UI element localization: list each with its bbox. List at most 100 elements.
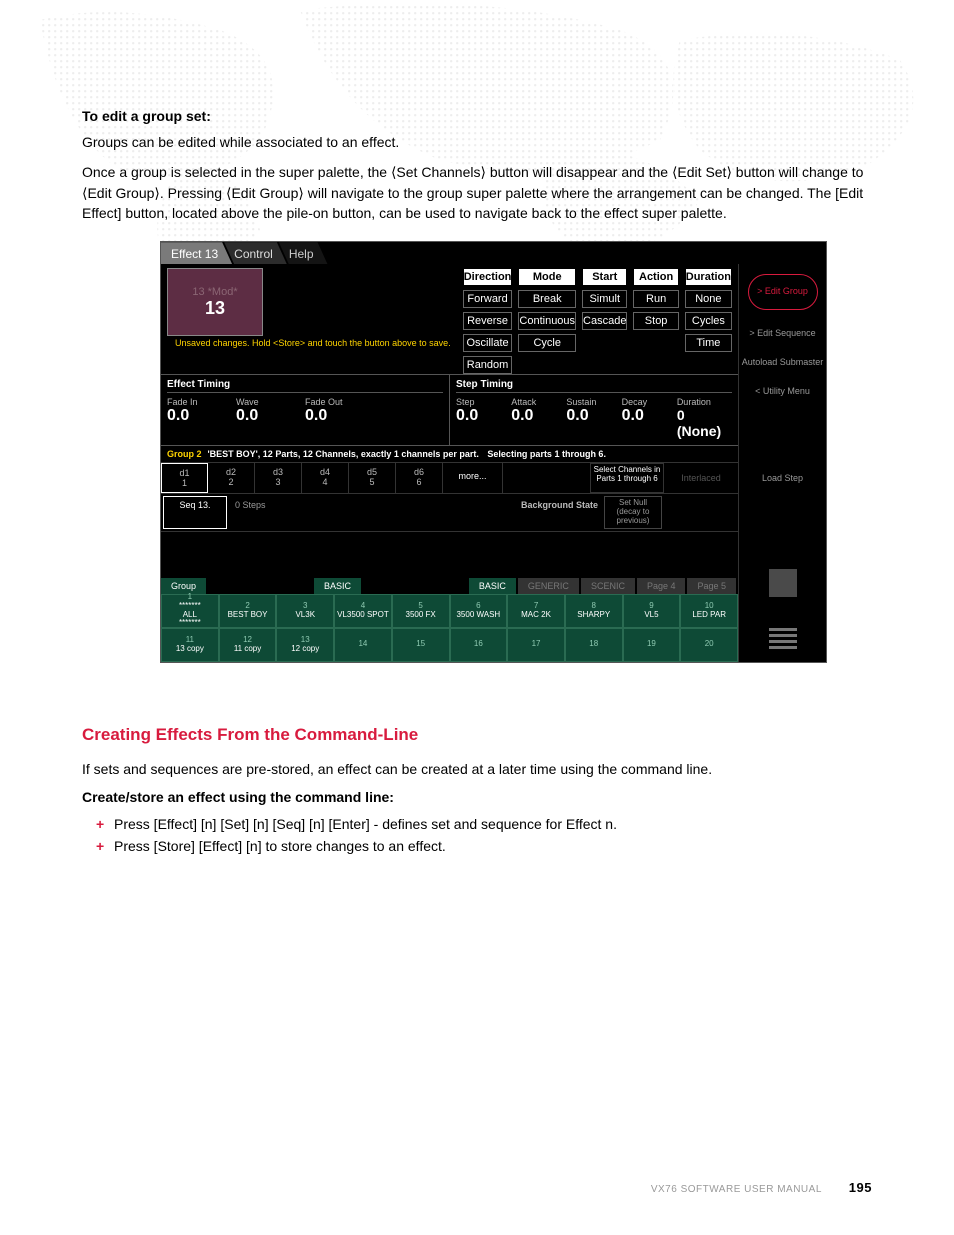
command-line-section: Creating Effects From the Command-Line I… xyxy=(82,725,872,858)
select-channels-button[interactable]: Select Channels in Parts 1 through 6 xyxy=(590,463,664,493)
palette-grid-row1: 1******* ALL *******2BEST BOY3VL3K4VL350… xyxy=(161,594,738,628)
group-selection-text: Selecting parts 1 through 6. xyxy=(487,449,606,459)
pal-tab-group[interactable]: Group xyxy=(161,578,206,594)
preset-mod-label: 13 *Mod* xyxy=(192,286,237,298)
group-header-row: Group 2 'BEST BOY', 12 Parts, 12 Channel… xyxy=(161,446,738,463)
group-description: 'BEST BOY', 12 Parts, 12 Channels, exact… xyxy=(208,449,479,459)
side-panel: > Edit Group > Edit Sequence Autoload Su… xyxy=(738,264,826,661)
fade-out-label: Fade Out xyxy=(305,397,374,407)
pal-tab-generic[interactable]: GENERIC xyxy=(518,578,579,594)
decay-label: Decay xyxy=(622,397,677,407)
part-d4[interactable]: d44 xyxy=(302,463,349,493)
tab-control[interactable]: Control xyxy=(224,242,287,264)
opt-random[interactable]: Random xyxy=(463,356,513,374)
part-d2[interactable]: d22 xyxy=(208,463,255,493)
pal-tab-page4[interactable]: Page 4 xyxy=(637,578,686,594)
interlaced-button[interactable]: Interlaced xyxy=(664,463,738,493)
opt-oscillate[interactable]: Oscillate xyxy=(463,334,513,352)
intro-heading: To edit a group set: xyxy=(82,108,872,124)
fade-in-value[interactable]: 0.0 xyxy=(167,407,236,425)
opt-none[interactable]: None xyxy=(685,290,732,308)
step-timing-title: Step Timing xyxy=(456,379,732,393)
tab-effect[interactable]: Effect 13 xyxy=(161,242,232,264)
background-state-label: Background State xyxy=(517,494,602,530)
part-d3[interactable]: d33 xyxy=(255,463,302,493)
intro-paragraph-1: Groups can be edited while associated to… xyxy=(82,132,872,152)
section-paragraph: If sets and sequences are pre-stored, an… xyxy=(82,759,872,779)
palette-cell-4[interactable]: 4VL3500 SPOT xyxy=(334,594,392,628)
pal-tab-basic-1[interactable]: BASIC xyxy=(314,578,361,594)
autoload-submaster-button[interactable]: Autoload Submaster xyxy=(742,357,824,368)
palette-cell-2[interactable]: 2BEST BOY xyxy=(219,594,277,628)
wave-label: Wave xyxy=(236,397,305,407)
menu-lines-icon[interactable] xyxy=(769,625,797,652)
part-d1[interactable]: d11 xyxy=(161,463,208,493)
opt-cycle[interactable]: Cycle xyxy=(518,334,576,352)
palette-cell-12[interactable]: 1211 copy xyxy=(219,628,277,662)
part-d6[interactable]: d66 xyxy=(396,463,443,493)
palette-cell-16[interactable]: 16 xyxy=(450,628,508,662)
palette-cell-11[interactable]: 1113 copy xyxy=(161,628,219,662)
intro-text-block: To edit a group set: Groups can be edite… xyxy=(82,108,872,223)
group-label: Group 2 xyxy=(161,446,208,462)
set-null-button[interactable]: Set Null (decay to previous) xyxy=(604,496,662,528)
attribute-columns: Direction Mode Start Action Duration For… xyxy=(463,268,732,374)
step-value[interactable]: 0.0 xyxy=(456,407,511,425)
effect-editor-screenshot: Effect 13 Control Help 13 *Mod* 13 Unsav… xyxy=(160,241,827,662)
part-d5[interactable]: d55 xyxy=(349,463,396,493)
sequence-row: Seq 13. 0 Steps Background State Set Nul… xyxy=(161,494,738,531)
opt-reverse[interactable]: Reverse xyxy=(463,312,513,330)
utility-menu-button[interactable]: < Utility Menu xyxy=(755,386,810,397)
pal-tab-scenic[interactable]: SCENIC xyxy=(581,578,635,594)
load-step-button[interactable]: Load Step xyxy=(762,473,803,484)
opt-cycles[interactable]: Cycles xyxy=(685,312,732,330)
edit-sequence-button[interactable]: > Edit Sequence xyxy=(749,328,815,339)
edit-group-button[interactable]: > Edit Group xyxy=(748,274,818,310)
palette-cell-3[interactable]: 3VL3K xyxy=(276,594,334,628)
palette-cell-17[interactable]: 17 xyxy=(507,628,565,662)
palette-cell-1[interactable]: 1******* ALL ******* xyxy=(161,594,219,628)
wave-value[interactable]: 0.0 xyxy=(236,407,305,425)
palette-cell-15[interactable]: 15 xyxy=(392,628,450,662)
palette-cell-20[interactable]: 20 xyxy=(680,628,738,662)
opt-cascade[interactable]: Cascade xyxy=(582,312,627,330)
col-hdr-direction: Direction xyxy=(463,268,513,286)
col-hdr-mode: Mode xyxy=(518,268,576,286)
attack-value[interactable]: 0.0 xyxy=(511,407,566,425)
fade-out-value[interactable]: 0.0 xyxy=(305,407,374,425)
section-subheading: Create/store an effect using the command… xyxy=(82,789,872,805)
step-label: Step xyxy=(456,397,511,407)
fade-in-label: Fade In xyxy=(167,397,236,407)
duration-value[interactable]: 0 (None) xyxy=(677,407,732,439)
opt-stop[interactable]: Stop xyxy=(633,312,678,330)
stop-icon[interactable] xyxy=(769,569,797,597)
palette-cell-9[interactable]: 9VL5 xyxy=(623,594,681,628)
parts-row: d11 d22 d33 d44 d55 d66 more... Select C… xyxy=(161,463,738,494)
palette-cell-7[interactable]: 7MAC 2K xyxy=(507,594,565,628)
seq-label[interactable]: Seq 13. xyxy=(163,496,227,528)
opt-continuous[interactable]: Continuous xyxy=(518,312,576,330)
pal-tab-page5[interactable]: Page 5 xyxy=(687,578,736,594)
opt-forward[interactable]: Forward xyxy=(463,290,513,308)
palette-cell-19[interactable]: 19 xyxy=(623,628,681,662)
palette-cell-18[interactable]: 18 xyxy=(565,628,623,662)
seq-steps: 0 Steps xyxy=(229,494,272,530)
decay-value[interactable]: 0.0 xyxy=(622,407,677,425)
parts-more-button[interactable]: more... xyxy=(443,463,503,493)
palette-cell-13[interactable]: 1312 copy xyxy=(276,628,334,662)
preset-tile[interactable]: 13 *Mod* 13 xyxy=(167,268,263,336)
palette-cell-5[interactable]: 53500 FX xyxy=(392,594,450,628)
opt-break[interactable]: Break xyxy=(518,290,576,308)
opt-run[interactable]: Run xyxy=(633,290,678,308)
pal-tab-basic-2[interactable]: BASIC xyxy=(469,578,516,594)
opt-time[interactable]: Time xyxy=(685,334,732,352)
sustain-value[interactable]: 0.0 xyxy=(566,407,621,425)
palette-cell-14[interactable]: 14 xyxy=(334,628,392,662)
col-hdr-start: Start xyxy=(582,268,627,286)
palette-cell-8[interactable]: 8SHARPY xyxy=(565,594,623,628)
opt-simult[interactable]: Simult xyxy=(582,290,627,308)
col-hdr-duration: Duration xyxy=(685,268,732,286)
palette-cell-10[interactable]: 10LED PAR xyxy=(680,594,738,628)
palette-cell-6[interactable]: 63500 WASH xyxy=(450,594,508,628)
tab-help[interactable]: Help xyxy=(279,242,328,264)
